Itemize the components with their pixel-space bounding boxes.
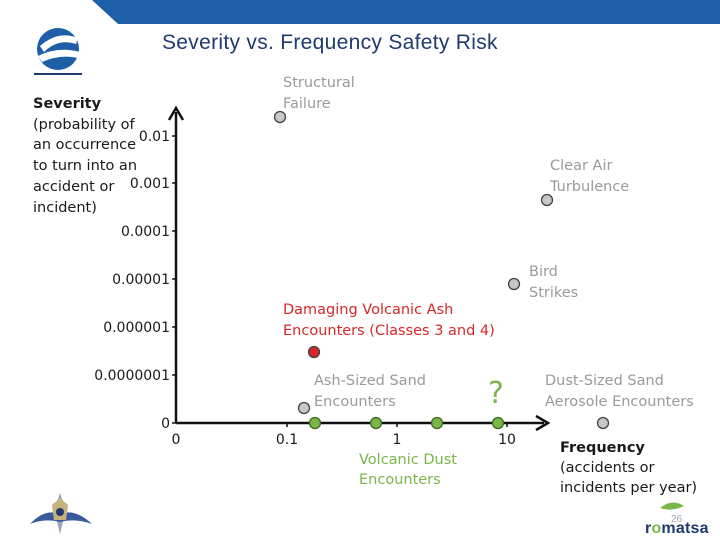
slide-title: Severity vs. Frequency Safety Risk xyxy=(162,31,498,54)
y-axis-title-subtitle: (probability of an occurrence to turn in… xyxy=(33,116,138,216)
question-mark: ? xyxy=(488,376,504,411)
header-notch xyxy=(0,0,118,24)
point-label-damaging-volcanic-ash-encounters-classes-3-and-4: Encounters (Classes 3 and 4) xyxy=(283,323,495,339)
y-tick-label: 0 xyxy=(161,416,170,432)
point-volcanic-dust-encounters xyxy=(491,416,505,430)
point-label-structural-failure: Failure xyxy=(283,96,331,112)
brand-wordmark: romatsa xyxy=(645,520,709,537)
point-label-clear-air-turbulence: Clear Air xyxy=(550,158,612,174)
point-label-ash-sized-sand-encounters: Encounters xyxy=(314,394,396,410)
point-label-dust-sized-sand-aerosole-encounters: Aerosole Encounters xyxy=(545,394,694,410)
point-label-damaging-volcanic-ash-encounters-classes-3-and-4: Damaging Volcanic Ash xyxy=(283,302,453,318)
y-axis-title-main: Severity xyxy=(33,96,102,112)
point-bird-strikes xyxy=(507,277,521,291)
point-volcanic-dust-encounters xyxy=(308,416,322,430)
y-tick-label: 0.000001 xyxy=(103,320,170,336)
x-tick-label: 1 xyxy=(393,432,402,448)
volcanic-dust-label: Volcanic Dust xyxy=(359,452,457,468)
point-damaging-volcanic-ash-encounters-classes-3-and-4 xyxy=(307,345,321,359)
brand-leaf-icon xyxy=(660,502,684,510)
point-label-clear-air-turbulence: Turbulence xyxy=(549,179,629,195)
y-axis-title: Severity (probability of an occurrence t… xyxy=(33,94,143,218)
y-tick-label: 0.0001 xyxy=(121,224,170,240)
point-dust-sized-sand-aerosole-encounters xyxy=(596,416,610,430)
point-label-bird-strikes: Strikes xyxy=(529,285,578,301)
point-volcanic-dust-encounters xyxy=(369,416,383,430)
point-label-dust-sized-sand-aerosole-encounters: Dust-Sized Sand xyxy=(545,373,664,389)
header-stripe xyxy=(0,0,720,24)
x-tick-label: 0.1 xyxy=(276,432,298,448)
x-tick-label: 10 xyxy=(498,432,516,448)
organization-logo-icon xyxy=(34,28,82,75)
point-volcanic-dust-encounters xyxy=(430,416,444,430)
point-structural-failure xyxy=(273,110,287,124)
point-label-bird-strikes: Bird xyxy=(529,264,558,280)
y-axis-arrow-icon xyxy=(167,105,185,121)
y-tick-label: 0.001 xyxy=(130,176,170,192)
y-tick-label: 0.0000001 xyxy=(94,368,170,384)
x-axis-title-subtitle: (accidents or incidents per year) xyxy=(560,460,698,496)
point-label-ash-sized-sand-encounters: Ash-Sized Sand xyxy=(314,373,426,389)
point-label-structural-failure: Structural xyxy=(283,75,355,91)
x-axis-title-main: Frequency xyxy=(560,440,645,456)
point-ash-sized-sand-encounters xyxy=(297,401,311,415)
x-axis-title: Frequency (accidents or incidents per ye… xyxy=(560,438,720,498)
y-tick-label: 0.00001 xyxy=(112,272,170,288)
point-clear-air-turbulence xyxy=(540,193,554,207)
x-axis-arrow-icon xyxy=(535,414,551,432)
volcanic-dust-label: Encounters xyxy=(359,472,441,488)
page-number: 26 xyxy=(671,514,683,525)
y-tick-label: 0.01 xyxy=(139,129,170,145)
x-tick-label: 0 xyxy=(172,432,181,448)
emblem-icon xyxy=(30,493,92,534)
